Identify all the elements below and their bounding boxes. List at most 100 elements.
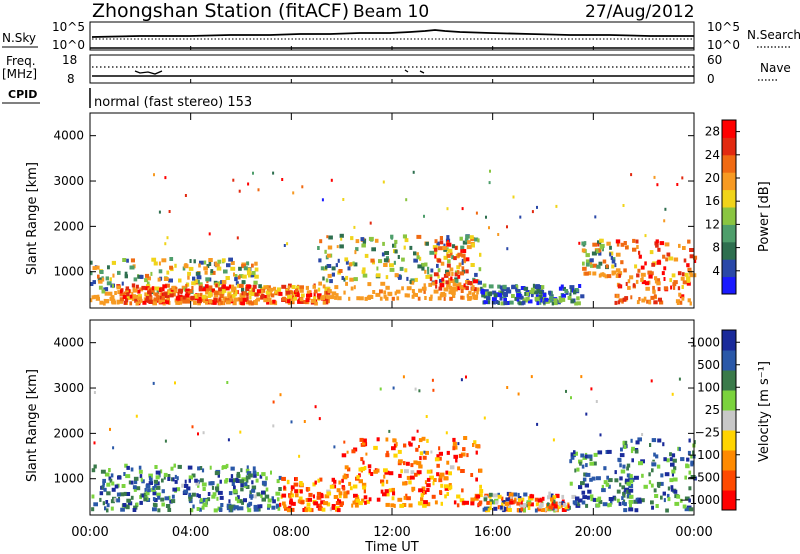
heatmap-cell xyxy=(629,479,634,484)
heatmap-cell xyxy=(448,277,452,282)
heatmap-cell xyxy=(213,290,219,295)
heatmap-cell xyxy=(236,471,240,476)
heatmap-cell xyxy=(608,478,613,483)
heatmap-cell xyxy=(503,293,508,297)
heatmap-cell xyxy=(278,291,283,296)
heatmap-cell xyxy=(394,239,398,244)
heatmap-cell xyxy=(217,291,223,296)
heatmap-cell xyxy=(148,300,153,304)
heatmap-cell xyxy=(267,505,270,510)
heatmap-cell xyxy=(451,244,456,249)
heatmap-cell xyxy=(160,287,165,292)
heatmap-cell xyxy=(362,267,366,272)
heatmap-cell xyxy=(300,300,304,304)
heatmap-cell xyxy=(164,496,170,501)
heatmap-cell xyxy=(229,294,232,299)
heatmap-cell xyxy=(281,296,285,301)
heatmap-cell xyxy=(437,274,440,279)
heatmap-cell xyxy=(543,300,546,305)
heatmap-cell xyxy=(641,280,647,285)
heatmap-cell xyxy=(126,258,129,263)
heatmap-cell xyxy=(274,289,278,294)
heatmap-cell xyxy=(219,294,224,298)
heatmap-cell xyxy=(319,239,323,244)
heatmap-cell xyxy=(126,465,130,470)
heatmap-cell xyxy=(227,293,231,298)
heatmap-cell xyxy=(574,468,577,473)
heatmap-cell xyxy=(228,491,233,496)
heatmap-cell xyxy=(240,487,244,492)
heatmap-cell xyxy=(510,494,513,499)
heatmap-cell xyxy=(245,485,250,489)
heatmap-cell xyxy=(679,300,683,305)
heatmap-cell xyxy=(492,290,497,295)
heatmap-cell xyxy=(281,178,284,181)
heatmap-cell xyxy=(303,300,308,304)
heatmap-cell xyxy=(418,288,423,293)
heatmap-cell xyxy=(290,298,295,303)
heatmap-cell xyxy=(446,253,451,258)
heatmap-cell xyxy=(640,265,645,270)
heatmap-cell xyxy=(233,272,235,277)
heatmap-cell xyxy=(627,279,631,284)
heatmap-cell xyxy=(399,503,404,508)
heatmap-cell xyxy=(133,487,137,492)
heatmap-cell xyxy=(635,497,639,502)
heatmap-cell xyxy=(527,502,531,507)
heatmap-cell xyxy=(141,285,146,290)
heatmap-cell xyxy=(323,297,329,302)
heatmap-cell xyxy=(339,503,343,507)
heatmap-cell xyxy=(200,292,203,297)
heatmap-cell xyxy=(120,507,125,512)
heatmap-cell xyxy=(184,194,187,197)
heatmap-cell xyxy=(429,475,434,480)
colorbar-swatch xyxy=(722,350,736,371)
heatmap-cell xyxy=(554,300,557,305)
heatmap-cell xyxy=(636,273,640,278)
heatmap-cell xyxy=(418,464,423,469)
heatmap-cell xyxy=(404,268,408,273)
heatmap-cell xyxy=(135,502,139,507)
heatmap-cell xyxy=(121,281,124,286)
heatmap-cell xyxy=(446,460,450,465)
heatmap-cell xyxy=(567,295,572,300)
heatmap-cell xyxy=(420,493,424,498)
heatmap-cell xyxy=(457,442,460,446)
heatmap-cell xyxy=(433,272,439,277)
heatmap-cell xyxy=(275,491,281,496)
heatmap-cell xyxy=(685,463,689,468)
heatmap-cell xyxy=(169,265,173,270)
heatmap-cell xyxy=(534,508,538,513)
heatmap-cell xyxy=(415,447,419,452)
heatmap-cell xyxy=(641,276,644,281)
heatmap-cell xyxy=(472,242,475,246)
heatmap-cell xyxy=(191,492,196,497)
heatmap-cell xyxy=(621,485,626,490)
heatmap-cell xyxy=(91,494,95,499)
heatmap-cell xyxy=(452,294,456,298)
heatmap-cell xyxy=(184,293,190,298)
y-tick-label: 4000 xyxy=(53,129,84,143)
heatmap-cell xyxy=(456,494,461,499)
heatmap-cell xyxy=(172,487,177,492)
heatmap-cell xyxy=(139,474,143,479)
heatmap-cell xyxy=(590,497,594,502)
heatmap-cell xyxy=(680,457,685,462)
heatmap-cell xyxy=(379,289,383,294)
heatmap-cell xyxy=(672,282,677,287)
heatmap-cell xyxy=(382,180,385,184)
heatmap-cell xyxy=(396,296,400,301)
heatmap-cell xyxy=(574,288,579,292)
heatmap-cell xyxy=(263,295,267,299)
heatmap-cell xyxy=(446,492,449,496)
heatmap-cell xyxy=(346,450,349,454)
heatmap-cell xyxy=(397,497,403,502)
heatmap-cell xyxy=(629,474,633,479)
heatmap-cell xyxy=(206,264,210,268)
heatmap-cell xyxy=(614,263,617,268)
heatmap-cell xyxy=(196,507,200,511)
heatmap-cell xyxy=(670,462,675,467)
heatmap-cell xyxy=(275,503,279,508)
heatmap-cell xyxy=(144,292,148,297)
